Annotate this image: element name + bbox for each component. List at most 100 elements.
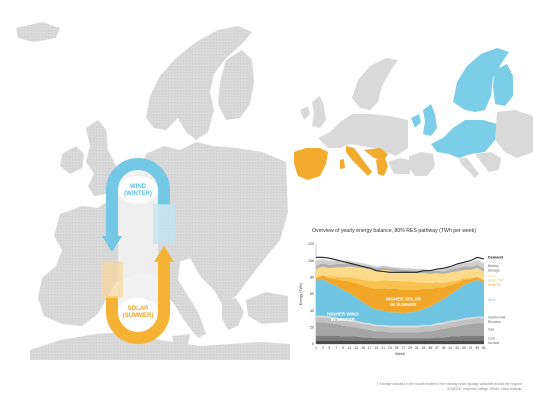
north-map-balkans	[475, 152, 501, 172]
demand-line	[316, 256, 485, 273]
x-tick-label: 11	[348, 346, 352, 350]
south-map-balkans	[364, 148, 388, 160]
iceland	[16, 22, 60, 42]
area-hydro	[316, 266, 484, 284]
chart-title: Overview of yearly energy balance, 80% R…	[312, 228, 477, 234]
footnote-source: SOURCE: Imperial College, KEMA, team ana…	[447, 387, 522, 391]
north-highlight	[411, 48, 513, 158]
annotation-text: IN WINTER	[331, 317, 356, 322]
north-map-scandinavia	[453, 48, 509, 112]
solar-fade	[101, 262, 123, 298]
x-tick-label: 35	[428, 346, 432, 350]
x-tick-label: 43	[455, 346, 459, 350]
legend-storage: Storage	[488, 268, 500, 272]
legend-demand: Demand	[488, 255, 504, 259]
south-map-iberia	[294, 148, 328, 180]
annotation-text: IN SUMMER	[390, 302, 417, 307]
x-tick-label: 25	[395, 346, 399, 350]
area-wind	[316, 279, 484, 326]
legend-solar-pv: Solar PV	[488, 283, 502, 287]
sicily	[172, 334, 190, 344]
area-solar-csp	[316, 274, 484, 290]
x-tick-label: 7	[335, 346, 337, 350]
y-axis-label: Energy (TWh)	[299, 283, 303, 305]
legend-gas: Gas	[488, 328, 494, 332]
x-axis-label: Week	[395, 352, 405, 356]
wind-arc	[106, 158, 170, 240]
x-tick-label: 23	[388, 346, 392, 350]
area-gas	[316, 322, 484, 339]
north-europe-map	[409, 48, 533, 178]
land-masses	[16, 22, 290, 360]
south-map-uk	[312, 96, 326, 128]
legend-geothermal: Geothermal	[488, 316, 505, 320]
greece	[222, 298, 244, 330]
x-tick-label: 19	[375, 346, 379, 350]
x-tick-label: 41	[449, 346, 453, 350]
solar-label-line-1: SOLAR	[128, 306, 150, 312]
x-tick-label: 13	[354, 346, 358, 350]
solar-label-line-2: (SUMMER)	[123, 313, 154, 319]
legend-coal: Coal	[488, 336, 495, 340]
solar-arc	[106, 262, 170, 344]
north-map-central	[431, 120, 497, 158]
wind-label-line-1: WIND	[130, 184, 147, 190]
y-tick-label: 0	[312, 342, 314, 346]
north-map-iberia	[409, 152, 435, 176]
x-tick-label: 27	[402, 346, 406, 350]
area-nuclear	[316, 340, 484, 344]
south-europe-map	[294, 58, 410, 180]
wind-arrow-head	[102, 236, 122, 252]
turkey	[246, 292, 288, 324]
legend-biomass: Biomass	[488, 320, 501, 324]
area-storage	[316, 263, 484, 274]
x-tick-label: 49	[475, 346, 479, 350]
x-tick-label: 51	[482, 346, 486, 350]
x-tick-label: 47	[469, 346, 473, 350]
legend-wind: Wind	[488, 298, 496, 302]
north-map-italy	[459, 158, 479, 178]
north-map-east	[495, 110, 533, 158]
finland	[218, 50, 254, 120]
y-tick-label: 40	[310, 309, 314, 313]
south-map-central	[318, 114, 408, 156]
south-map-italy	[346, 146, 372, 176]
footnote: 1 Storage included in the model relates …	[300, 382, 522, 392]
south-map-ireland	[300, 106, 310, 120]
north-map-finland	[493, 64, 513, 106]
wind-label-bg	[118, 176, 158, 204]
x-tick-label: 15	[361, 346, 365, 350]
legend-solar-csp: Solar CSP	[488, 278, 504, 282]
south-map-greece	[376, 156, 388, 176]
solar-arrow-head	[154, 246, 174, 262]
seasonal-loop: WIND (WINTER) SOLAR (SUMMER)	[101, 158, 175, 344]
legend-backup: Backup	[488, 264, 499, 268]
y-tick-label: 20	[310, 326, 314, 330]
annotation-text: HIGHER WIND	[327, 312, 359, 317]
north-map-uk	[423, 104, 437, 136]
legend-nuclear: Nuclear	[488, 341, 500, 345]
north-africa	[30, 332, 290, 360]
area-coal	[316, 335, 484, 341]
south-map-sardinia	[340, 159, 345, 169]
wind-label-line-2: (WINTER)	[124, 191, 152, 197]
x-tick-label: 37	[435, 346, 439, 350]
x-tick-label: 3	[322, 346, 324, 350]
x-tick-label: 45	[462, 346, 466, 350]
area-backup	[316, 259, 484, 272]
north-map-ireland	[411, 114, 421, 128]
y-tick-label: 120	[308, 242, 314, 246]
solar-label-bg	[118, 298, 158, 326]
area-geothermal	[316, 315, 484, 328]
area-solar-pv	[316, 275, 484, 314]
x-tick-label: 1	[315, 346, 317, 350]
demand-line-group	[316, 256, 485, 273]
x-tick-label: 31	[415, 346, 419, 350]
ireland	[60, 146, 84, 174]
x-tick-label: 29	[408, 346, 412, 350]
x-tick-label: 39	[442, 346, 446, 350]
wind-fade	[153, 204, 175, 244]
